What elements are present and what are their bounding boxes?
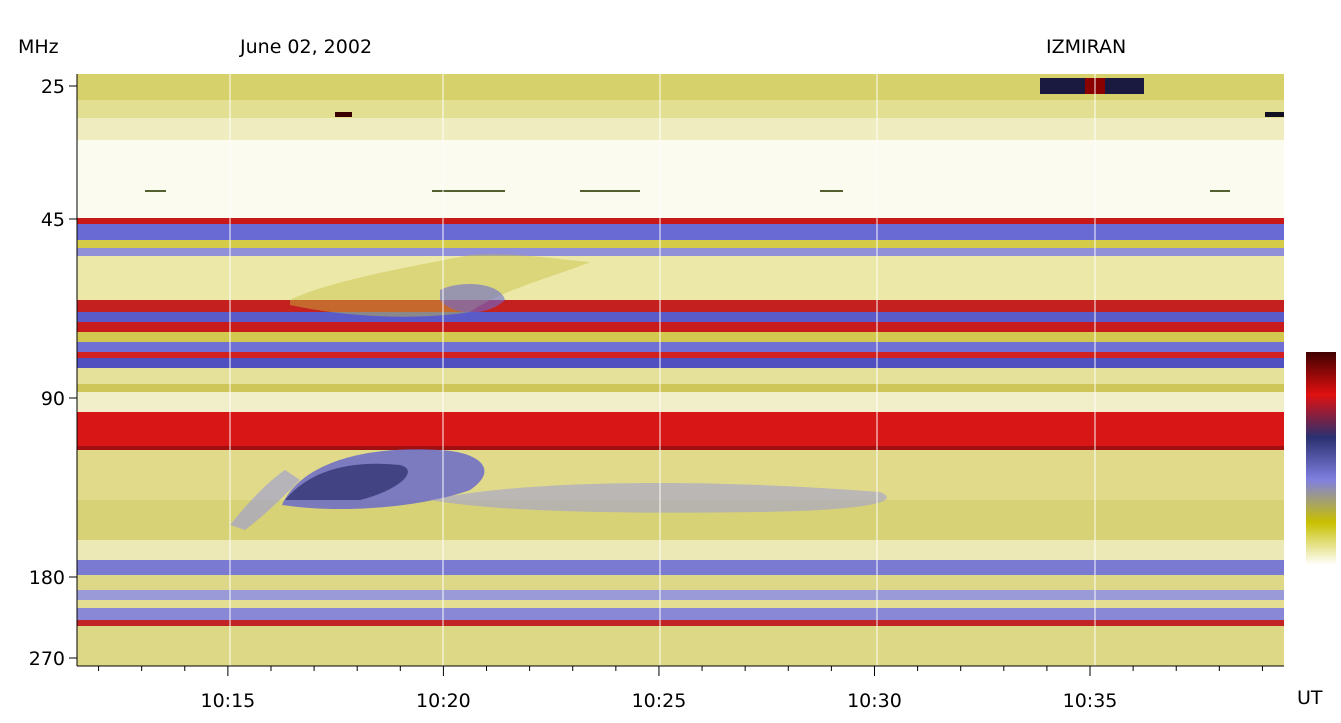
intensity-band-26	[77, 590, 1284, 600]
x-tick-label-4: 10:35	[1063, 690, 1118, 712]
date-title: June 02, 2002	[240, 36, 373, 58]
observatory-label: IZMIRAN	[1046, 36, 1127, 58]
radio-burst-tail	[430, 482, 887, 513]
intensity-band-15	[77, 358, 1284, 368]
x-tick-label-1: 10:20	[416, 690, 471, 712]
dark-mark-2	[1265, 112, 1284, 117]
intensity-band-9	[77, 300, 1284, 312]
x-tick-label-3: 10:30	[847, 690, 902, 712]
intensity-band-28	[77, 608, 1284, 620]
intensity-band-17	[77, 384, 1284, 392]
intensity-band-25	[77, 575, 1284, 590]
intensity-band-3	[77, 140, 1284, 218]
intensity-band-12	[77, 332, 1284, 342]
dash-mark-4	[1210, 190, 1230, 192]
intensity-band-1	[77, 100, 1284, 118]
intensity-band-8	[77, 256, 1284, 300]
intensity-band-4	[77, 218, 1284, 224]
x-tick-label-0: 10:15	[200, 690, 255, 712]
intensity-band-2	[77, 118, 1284, 140]
type-iii-drift-blue	[440, 284, 505, 313]
y-tick-label-3: 180	[29, 567, 65, 589]
intensity-band-18	[77, 392, 1284, 412]
y-tick-label-2: 90	[41, 388, 65, 410]
intensity-band-27	[77, 600, 1284, 608]
intensity-band-23	[77, 540, 1284, 560]
intensity-band-20	[77, 446, 1284, 450]
y-tick-label-0: 25	[41, 76, 65, 98]
intensity-band-14	[77, 352, 1284, 358]
y-axis-unit: MHz	[18, 36, 59, 58]
intensity-band-7	[77, 248, 1284, 256]
intensity-band-5	[77, 224, 1284, 240]
intensity-band-6	[77, 240, 1284, 248]
y-tick-label-1: 45	[41, 209, 65, 231]
intensity-band-11	[77, 322, 1284, 332]
dash-mark-1	[432, 190, 505, 192]
intensity-band-24	[77, 560, 1284, 575]
type-iii-drift-upper	[290, 254, 590, 317]
intensity-band-19	[77, 412, 1284, 446]
intensity-band-13	[77, 342, 1284, 352]
y-tick-label-4: 270	[29, 648, 65, 670]
dark-mark-1	[335, 112, 352, 117]
x-axis-unit: UT	[1297, 687, 1323, 709]
dash-mark-3	[820, 190, 843, 192]
intensity-band-30	[77, 626, 1284, 666]
intensity-band-16	[77, 368, 1284, 384]
dash-mark-0	[145, 190, 166, 192]
radio-burst-dark	[285, 463, 408, 500]
intensity-band-29	[77, 620, 1284, 626]
x-tick-label-2: 10:25	[632, 690, 687, 712]
intensity-band-10	[77, 312, 1284, 322]
colorbar	[1306, 352, 1336, 565]
dash-mark-2	[580, 190, 640, 192]
radio-burst-leading-edge	[230, 470, 300, 530]
